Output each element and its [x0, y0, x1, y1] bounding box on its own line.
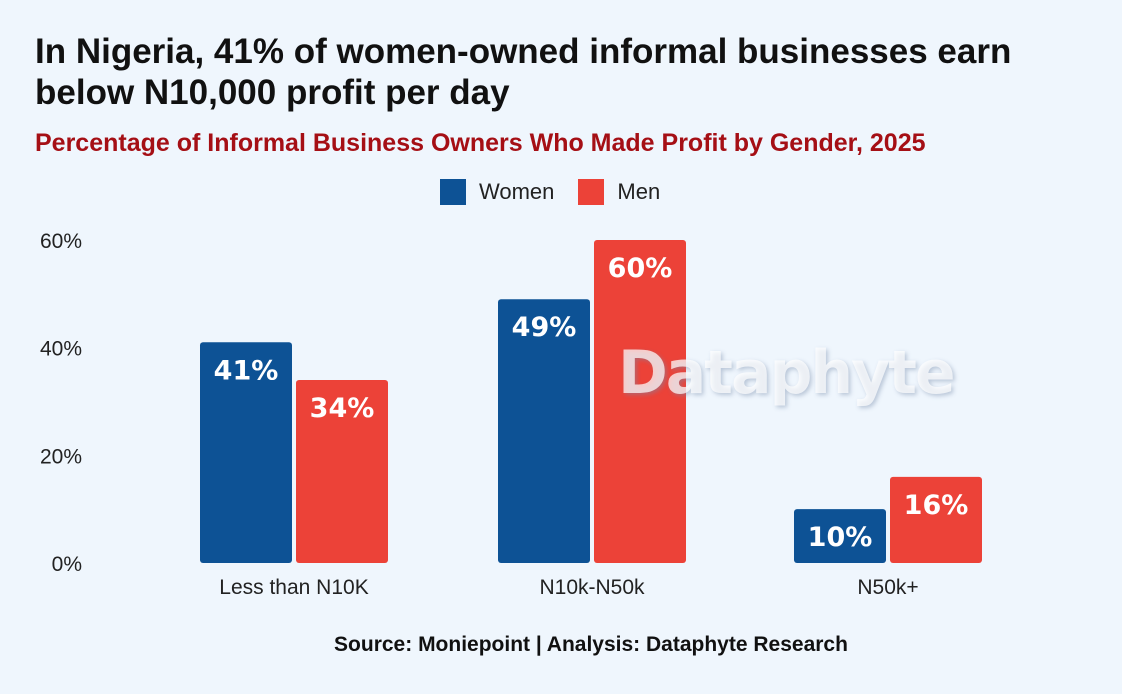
x-category-label: N10k-N50k	[539, 576, 645, 599]
legend-label-men: Men	[617, 179, 661, 204]
bar-men	[890, 476, 982, 563]
bar-value-label: 49%	[512, 312, 577, 343]
y-tick-label: 60%	[40, 230, 82, 253]
legend: Women Men	[440, 178, 660, 206]
bar-value-label: 34%	[310, 393, 375, 424]
chart-title: In Nigeria, 41% of women-owned informal …	[35, 32, 1012, 112]
x-category-label: Less than N10K	[219, 576, 368, 599]
y-tick-label: 40%	[40, 338, 82, 361]
legend-item-women: Women	[440, 179, 554, 205]
bar-value-label: 10%	[808, 522, 873, 553]
x-category-label: N50k+	[857, 576, 918, 599]
y-tick-label: 20%	[40, 445, 82, 468]
y-tick-label: 0%	[52, 553, 82, 576]
legend-label-women: Women	[479, 179, 555, 204]
legend-item-men: Men	[578, 179, 660, 205]
bar-men	[594, 240, 686, 563]
bar-women	[498, 299, 590, 563]
legend-swatch-men	[578, 179, 605, 205]
bar-value-label: 16%	[904, 490, 969, 521]
bar-value-label: 60%	[608, 253, 673, 284]
bar-women	[200, 342, 292, 563]
bar-value-label: 41%	[214, 355, 279, 386]
bar-men	[296, 379, 388, 563]
legend-swatch-women	[440, 179, 466, 205]
watermark-logo: Dataphyte	[618, 338, 956, 408]
chart-subtitle: Percentage of Informal Business Owners W…	[35, 129, 926, 157]
source-note: Source: Moniepoint | Analysis: Dataphyte…	[334, 633, 848, 656]
bar-women	[794, 509, 886, 563]
